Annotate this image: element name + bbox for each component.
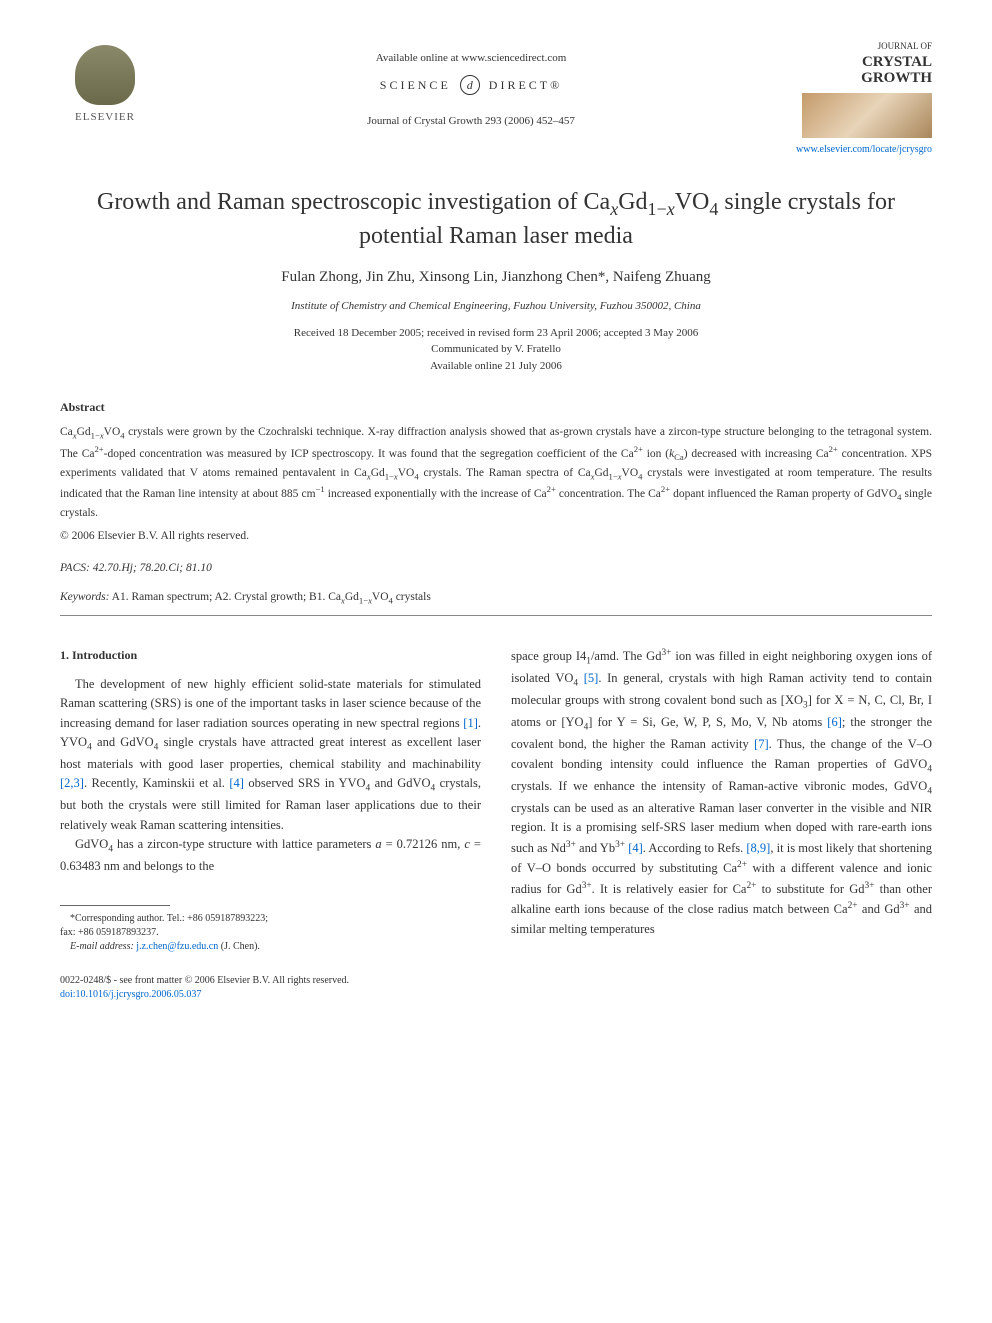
journal-cover-icon xyxy=(802,93,932,138)
doi-line: doi:10.1016/j.jcrysgro.2006.05.037 xyxy=(60,988,932,1002)
publisher-tree-icon xyxy=(75,45,135,105)
journal-logo-label: JOURNAL OF xyxy=(792,40,932,54)
publisher-logo: ELSEVIER xyxy=(60,40,150,130)
email-name: (J. Chen). xyxy=(221,941,260,952)
journal-logo-name: CRYSTAL GROWTH xyxy=(792,54,932,87)
affiliation: Institute of Chemistry and Chemical Engi… xyxy=(60,298,932,315)
footer-info: 0022-0248/$ - see front matter © 2006 El… xyxy=(60,974,932,1002)
front-matter-line: 0022-0248/$ - see front matter © 2006 El… xyxy=(60,974,932,988)
left-column: 1. Introduction The development of new h… xyxy=(60,646,481,953)
introduction-heading: 1. Introduction xyxy=(60,646,481,665)
intro-para-2: GdVO4 has a zircon-type structure with l… xyxy=(60,835,481,876)
header-row: ELSEVIER Available online at www.science… xyxy=(60,40,932,157)
online-date: Available online 21 July 2006 xyxy=(60,358,932,375)
footnote-divider xyxy=(60,905,170,906)
email-label: E-mail address: xyxy=(70,941,134,952)
journal-link[interactable]: www.elsevier.com/locate/jcrysgro xyxy=(792,142,932,157)
abstract-copyright: © 2006 Elsevier B.V. All rights reserved… xyxy=(60,528,932,545)
section-divider xyxy=(60,615,932,616)
intro-para-1: The development of new highly efficient … xyxy=(60,675,481,835)
science-suffix: DIRECT® xyxy=(489,78,562,92)
keywords-line: Keywords: A1. Raman spectrum; A2. Crysta… xyxy=(60,589,932,607)
available-online-text: Available online at www.sciencedirect.co… xyxy=(150,50,792,67)
pacs-label: PACS: xyxy=(60,562,90,574)
article-title: Growth and Raman spectroscopic investiga… xyxy=(60,187,932,252)
corresponding-email: E-mail address: j.z.chen@fzu.edu.cn (J. … xyxy=(60,940,481,954)
center-header: Available online at www.sciencedirect.co… xyxy=(150,40,792,129)
body-columns: 1. Introduction The development of new h… xyxy=(60,646,932,953)
doi-link[interactable]: doi:10.1016/j.jcrysgro.2006.05.037 xyxy=(60,989,201,1000)
article-dates: Received 18 December 2005; received in r… xyxy=(60,325,932,375)
publisher-name: ELSEVIER xyxy=(75,109,135,126)
pacs-line: PACS: 42.70.Hj; 78.20.Ci; 81.10 xyxy=(60,560,932,577)
pacs-values: 42.70.Hj; 78.20.Ci; 81.10 xyxy=(93,562,212,574)
keywords-label: Keywords: xyxy=(60,591,109,603)
abstract-text: CaxGd1−xVO4 crystals were grown by the C… xyxy=(60,424,932,522)
corresponding-author-footnote: *Corresponding author. Tel.: +86 0591878… xyxy=(60,912,481,954)
keywords-values: A1. Raman spectrum; A2. Crystal growth; … xyxy=(112,591,431,603)
corresponding-tel: *Corresponding author. Tel.: +86 0591878… xyxy=(60,912,481,926)
science-prefix: SCIENCE xyxy=(380,78,451,92)
received-date: Received 18 December 2005; received in r… xyxy=(60,325,932,342)
email-value[interactable]: j.z.chen@fzu.edu.cn xyxy=(136,941,218,952)
authors-list: Fulan Zhong, Jin Zhu, Xinsong Lin, Jianz… xyxy=(60,266,932,289)
journal-logo-box: JOURNAL OF CRYSTAL GROWTH www.elsevier.c… xyxy=(792,40,932,157)
corresponding-fax: fax: +86 059187893237. xyxy=(60,926,481,940)
intro-col2: space group I41/amd. The Gd3+ ion was fi… xyxy=(511,646,932,939)
at-icon: d xyxy=(460,75,480,95)
science-direct-logo: SCIENCE d DIRECT® xyxy=(150,75,792,95)
abstract-heading: Abstract xyxy=(60,398,932,416)
communicated-by: Communicated by V. Fratello xyxy=(60,341,932,358)
journal-reference: Journal of Crystal Growth 293 (2006) 452… xyxy=(150,113,792,130)
right-column: space group I41/amd. The Gd3+ ion was fi… xyxy=(511,646,932,953)
